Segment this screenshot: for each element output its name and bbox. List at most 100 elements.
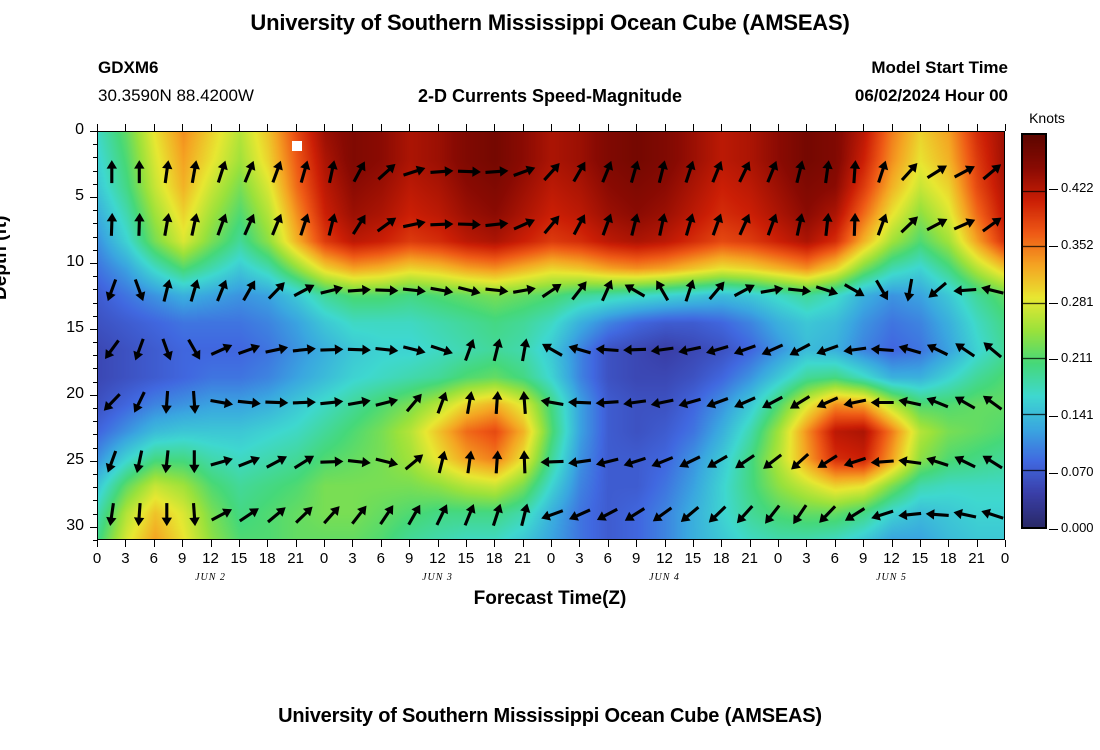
x-axis-tick xyxy=(352,540,354,547)
current-vector-arrow xyxy=(162,160,173,184)
current-vector-arrow xyxy=(623,397,647,408)
current-vector-arrow xyxy=(925,509,949,520)
y-axis-tick-label: 25 xyxy=(66,450,84,468)
current-vector-arrow xyxy=(133,278,146,302)
currents-heatmap-plot xyxy=(97,131,1005,540)
x-axis-top-tick xyxy=(721,124,723,131)
current-vector-arrow xyxy=(926,218,948,232)
current-vector-arrow xyxy=(708,505,727,523)
current-vector-arrow xyxy=(734,396,756,409)
y-axis-tick xyxy=(90,460,97,462)
current-vector-arrow xyxy=(464,391,476,415)
current-vector-arrow xyxy=(265,455,287,469)
x-axis-tick xyxy=(607,540,609,547)
current-vector-arrow xyxy=(926,343,949,357)
current-vector-arrow xyxy=(736,505,754,524)
y-axis-minor-tick xyxy=(93,249,97,251)
current-vector-arrow xyxy=(189,279,201,302)
current-vector-arrow xyxy=(187,338,201,360)
current-vector-arrow xyxy=(519,450,530,474)
current-vector-arrow xyxy=(954,396,976,410)
current-vector-arrow xyxy=(816,344,839,356)
footer-title: University of Southern Mississippi Ocean… xyxy=(278,705,822,727)
main-title: University of Southern Mississippi Ocean… xyxy=(250,10,850,35)
x-axis-tick-label: 3 xyxy=(121,550,130,567)
x-axis-tick-label: 12 xyxy=(883,550,900,567)
x-axis-top-tick xyxy=(409,124,411,131)
y-axis-tick-label: 30 xyxy=(66,516,84,534)
current-vector-arrow xyxy=(788,285,812,296)
y-axis-minor-tick xyxy=(93,183,97,185)
current-vector-arrow xyxy=(267,507,286,524)
current-vector-arrow xyxy=(981,508,1004,520)
x-axis-tick-label: 18 xyxy=(258,550,276,567)
current-vector-arrow xyxy=(684,279,696,302)
current-vector-arrow xyxy=(347,344,371,355)
current-vector-arrow xyxy=(295,506,313,524)
current-vector-arrow xyxy=(982,455,1003,470)
y-axis-minor-tick xyxy=(93,157,97,159)
current-vector-arrow xyxy=(954,455,976,469)
current-vector-arrow xyxy=(327,160,338,184)
current-vector-arrow xyxy=(791,452,810,470)
current-vector-arrow xyxy=(464,338,476,362)
current-vector-arrow xyxy=(652,506,673,522)
y-axis-tick-label: 5 xyxy=(75,186,84,204)
current-vector-arrow xyxy=(271,213,283,236)
x-axis-tick-label: 9 xyxy=(858,550,868,567)
current-vector-arrow xyxy=(134,160,145,184)
y-axis-minor-tick xyxy=(93,342,97,344)
x-axis-top-tick xyxy=(551,124,552,131)
current-vector-arrow xyxy=(926,456,949,467)
current-vector-arrow xyxy=(457,285,481,297)
current-vector-arrow xyxy=(684,160,696,183)
y-axis-minor-tick xyxy=(93,434,97,436)
y-axis-title: Depth (ft) xyxy=(0,215,11,300)
x-axis-tick-label: 9 xyxy=(177,550,187,567)
current-vector-arrow xyxy=(402,285,426,296)
current-vector-arrow xyxy=(540,396,564,408)
current-vector-arrow xyxy=(900,163,918,182)
current-vector-arrow xyxy=(849,212,860,236)
current-vector-arrow xyxy=(376,217,397,233)
colorbar-tick-label: 0.211 xyxy=(1061,350,1093,366)
current-vector-arrow xyxy=(870,456,894,468)
y-axis-minor-tick xyxy=(93,144,97,146)
current-vector-arrow xyxy=(795,160,806,184)
x-axis-top-tick xyxy=(295,124,297,131)
colorbar-tick xyxy=(1049,302,1058,304)
current-vector-arrow xyxy=(436,391,448,414)
current-vector-arrow xyxy=(457,219,481,230)
current-vector-arrow xyxy=(650,345,674,356)
current-vector-arrow xyxy=(711,160,723,183)
x-axis-tick xyxy=(182,540,184,547)
current-vector-arrow xyxy=(351,214,366,235)
x-axis-tick-label: 0 xyxy=(773,550,783,567)
current-vector-arrow xyxy=(870,397,894,408)
x-axis-tick xyxy=(210,540,212,547)
x-axis-tick xyxy=(834,540,836,547)
current-vector-arrow xyxy=(133,450,144,474)
current-vector-arrow xyxy=(822,212,833,236)
x-axis-top-tick xyxy=(891,124,893,131)
current-vector-arrow xyxy=(601,213,613,236)
x-axis-day-label: JUN 2 xyxy=(195,572,226,583)
current-vector-arrow xyxy=(707,454,728,468)
current-vector-arrow xyxy=(375,344,399,356)
current-vector-arrow xyxy=(711,213,723,236)
current-vector-arrow xyxy=(568,457,592,468)
current-vector-arrow xyxy=(849,160,861,184)
white-point-marker xyxy=(291,140,302,151)
current-vector-arrow xyxy=(293,284,315,298)
current-vector-arrow xyxy=(898,343,922,355)
current-vector-arrow xyxy=(680,506,700,522)
current-vector-arrows xyxy=(103,160,1004,527)
x-axis-tick xyxy=(579,540,581,547)
current-vector-arrow xyxy=(133,502,145,527)
current-vector-arrow xyxy=(299,213,311,236)
current-vector-arrow xyxy=(684,213,696,236)
x-axis-top-tick xyxy=(465,124,467,131)
x-axis-tick-label: 21 xyxy=(287,550,304,567)
current-vector-arrow xyxy=(595,397,619,408)
current-vector-arrow xyxy=(189,502,200,527)
